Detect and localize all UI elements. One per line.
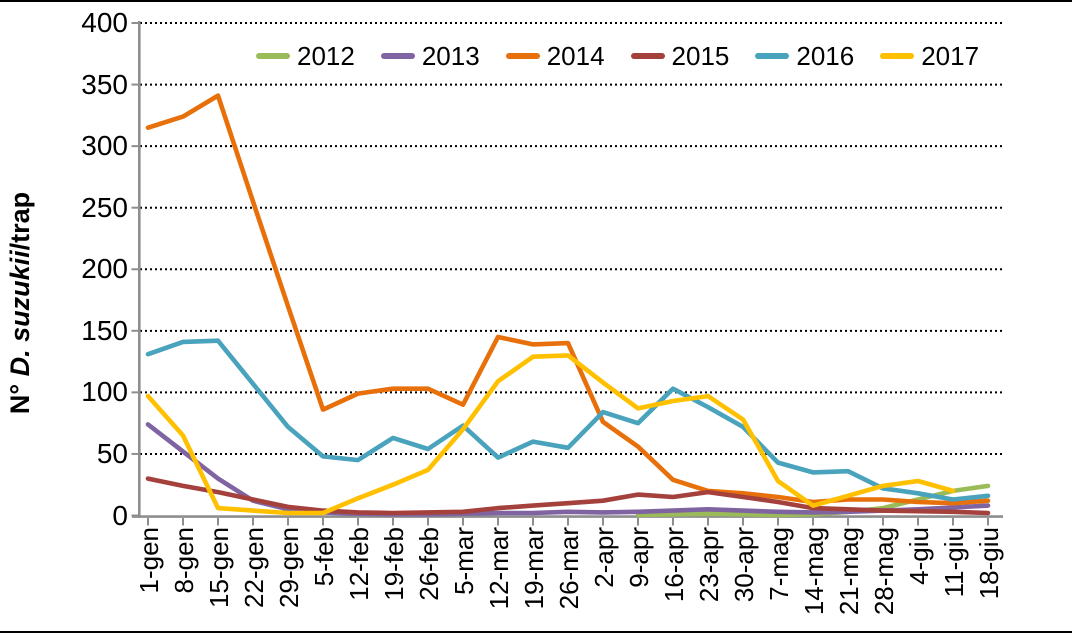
series-line-2015 — [145, 476, 991, 516]
legend: 2012 2013 2014 2015 2016 2017 — [256, 41, 979, 71]
legend-item-2015: 2015 — [630, 41, 730, 71]
y-tick-label: 400 — [81, 7, 128, 38]
series-line-2014 — [145, 93, 991, 506]
y-tick-label: 250 — [81, 191, 128, 223]
y-tick-label: 0 — [112, 499, 128, 531]
x-tick-label: 21-mag — [834, 527, 864, 616]
x-tick-label: 19-mar — [519, 527, 549, 610]
x-tick-label: 15-gen — [204, 527, 234, 608]
legend-item-2017: 2017 — [880, 41, 979, 71]
x-tick-label: 22-gen — [239, 527, 269, 608]
x-tick-label: 5-feb — [309, 527, 339, 587]
x-tick-label: 2-apr — [589, 527, 619, 588]
legend-label: 2012 — [297, 41, 355, 71]
x-tick-label: 26-mar — [554, 527, 584, 610]
legend-label: 2017 — [921, 41, 980, 71]
legend-swatch-2016 — [755, 53, 790, 59]
y-tick-label: 350 — [81, 68, 128, 100]
x-tick-label: 1-gen — [134, 527, 164, 594]
legend-label: 2013 — [421, 41, 480, 71]
legend-swatch-2017 — [880, 53, 915, 59]
y-tick-label: 150 — [81, 314, 128, 346]
legend-label: 2016 — [796, 41, 855, 71]
legend-item-2016: 2016 — [755, 41, 854, 71]
legend-item-2013: 2013 — [380, 41, 480, 71]
legend-swatch-2012 — [256, 53, 290, 59]
x-tick-label: 8-gen — [169, 527, 199, 594]
x-tick-label: 23-apr — [694, 527, 724, 603]
legend-item-2012: 2012 — [256, 41, 355, 71]
y-tick-label: 200 — [81, 253, 128, 285]
x-tick-label: 29-gen — [274, 527, 304, 608]
x-tick-label: 12-mar — [484, 527, 514, 610]
x-tick-label: 9-apr — [624, 527, 654, 588]
x-tick-label: 7-mag — [764, 527, 794, 601]
x-tick-label: 16-apr — [659, 527, 689, 603]
legend-swatch-2013 — [380, 53, 415, 59]
x-tick-label: 30-apr — [729, 527, 759, 603]
x-tick-label: 12-feb — [344, 527, 374, 601]
x-tick-label: 18-giu — [974, 527, 1004, 600]
x-tick-label: 14-mag — [799, 527, 829, 616]
legend-swatch-2015 — [630, 53, 665, 59]
series-line-2016 — [145, 338, 991, 502]
legend-label: 2014 — [546, 41, 605, 71]
legend-swatch-2014 — [505, 53, 540, 59]
x-tick-label: 26-feb — [414, 527, 444, 601]
x-tick-label: 5-mar — [449, 527, 479, 595]
page-bottom-border — [0, 631, 1072, 633]
x-tick-label: 19-feb — [379, 527, 409, 601]
x-tick-label: 11-giu — [939, 527, 969, 598]
x-tick-label: 4-giu — [904, 527, 934, 585]
series-line-2017 — [145, 353, 956, 516]
page-top-border — [0, 0, 1072, 2]
series-line-2013 — [145, 422, 991, 517]
y-tick-label: 300 — [81, 130, 128, 162]
x-tick-label: 28-mag — [869, 527, 899, 616]
legend-item-2014: 2014 — [505, 41, 605, 71]
y-tick-label: 50 — [96, 437, 128, 469]
legend-label: 2015 — [671, 41, 730, 71]
y-tick-label: 100 — [81, 376, 128, 408]
